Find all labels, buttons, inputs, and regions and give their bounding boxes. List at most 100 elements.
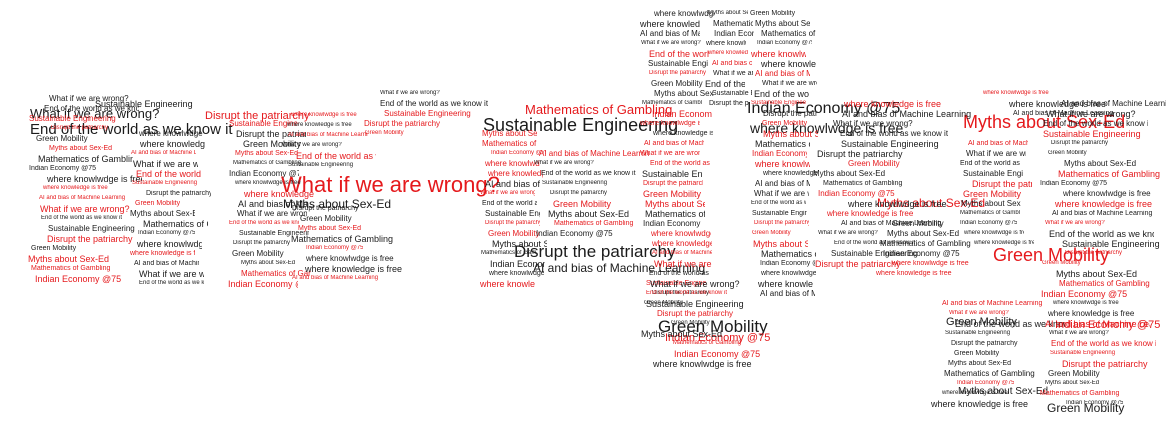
phrase-sustainable: Sustainable Engineering bbox=[712, 90, 752, 97]
phrase-sustainable: Sustainable Engineering bbox=[646, 280, 706, 287]
phrase-disrupt: Disrupt the patriarchy bbox=[1051, 140, 1109, 146]
phrase-what-if: What if we are wrong? bbox=[49, 95, 129, 103]
phrase-knowledge: where knowledge is free bbox=[1009, 100, 1107, 109]
phrase-ai-bias: AI and bias of Machine Learning bbox=[288, 132, 368, 138]
phrase-green: Green Mobility bbox=[651, 80, 703, 88]
phrase-disrupt: Disrupt the patriarchy bbox=[1065, 250, 1123, 256]
phrase-sustainable: Sustainable Engineering bbox=[752, 210, 807, 217]
phrase-math-gambling: Mathematics of Gambling bbox=[481, 250, 536, 256]
phrase-green: Green Mobility bbox=[232, 250, 284, 258]
phrase-indian-economy: Indian Economy @75 bbox=[757, 40, 812, 46]
phrase-indian-economy: Indian Economy @75 bbox=[957, 380, 1015, 386]
phrase-math-gambling: Mathematics of Gambling bbox=[233, 160, 302, 166]
phrase-indian-economy: Indian Economy @75 bbox=[643, 220, 703, 228]
phrase-ai-bias: AI and bias of Machine Learning bbox=[533, 261, 706, 275]
phrase-knowledge-typo: where knowlwdge is free bbox=[755, 160, 810, 169]
phrase-knowledge-typo: where knowlwdge is free bbox=[750, 120, 904, 136]
phrase-indian-economy: Indian Economy @75 bbox=[29, 165, 97, 172]
phrase-myths: Myths about Sex-Ed bbox=[492, 240, 547, 249]
phrase-knowledge: where knowledge is free bbox=[931, 400, 1029, 409]
phrase-indian-economy: Indian Economy @75 bbox=[536, 230, 613, 238]
phrase-what-if: What if we are wrong? bbox=[641, 40, 701, 46]
phrase-myths: Myths about Sex-Ed bbox=[1045, 380, 1100, 386]
phrase-math-gambling: Mathematics of Gambling bbox=[143, 220, 208, 229]
phrase-math-gambling: Mathematics of Gambling bbox=[1059, 280, 1150, 288]
phrase-green: Green Mobility bbox=[243, 140, 302, 149]
phrase-disrupt: Disrupt the patriarchy bbox=[550, 190, 608, 196]
phrase-math-gambling: Mathematics of Gambling bbox=[713, 20, 753, 28]
phrase-myths: Myths about Sex-Ed bbox=[961, 200, 1021, 208]
phrase-what-if: What if we are wrong? bbox=[1049, 330, 1109, 336]
phrase-knowledge: where knowledge is free bbox=[480, 280, 535, 289]
phrase-ai-bias: AI and bias of Machine Learning bbox=[1013, 110, 1114, 117]
phrase-green: Green Mobility bbox=[993, 245, 1110, 265]
phrase-indian-economy: Indian Economy @75 bbox=[35, 275, 122, 284]
phrase-green: Green Mobility bbox=[954, 350, 1000, 357]
phrase-myths: Myths about Sex-Ed bbox=[28, 255, 110, 264]
phrase-green: Green Mobility bbox=[1048, 150, 1087, 156]
phrase-math-gambling: Mathematics of Gambling bbox=[241, 270, 311, 278]
phrase-disrupt: Disrupt the patriarchy bbox=[754, 220, 809, 226]
phrase-myths: Myths about Sex-Ed bbox=[298, 225, 362, 232]
phrase-math-gambling: Mathematics of Gambling bbox=[960, 210, 1020, 216]
phrase-knowledge-typo: where knowlwdge is free bbox=[964, 230, 1024, 236]
phrase-end-world: End of the world as we know it bbox=[955, 320, 1065, 329]
phrase-indian-economy: Indian Economy @75 bbox=[674, 350, 761, 359]
phrase-sustainable: Sustainable Engineering bbox=[95, 99, 193, 109]
phrase-what-if: What if we are wrong? bbox=[833, 120, 913, 128]
phrase-knowledge-typo: where knowlwdge is free bbox=[651, 230, 711, 238]
phrase-knowledge-typo: where knowlwdge is free bbox=[848, 200, 947, 209]
phrase-end-world: End of the world as we know it bbox=[136, 170, 201, 179]
phrase-what-if: What if we are wrong? bbox=[754, 190, 809, 198]
phrase-end-world: End of the world as we know it bbox=[1051, 340, 1156, 348]
phrase-myths: Myths about Sex-Ed bbox=[813, 170, 886, 178]
phrase-math-gambling: Mathematics of Gambling bbox=[291, 235, 394, 244]
phrase-knowledge: where knowledge is free bbox=[844, 100, 942, 109]
phrase-indian-economy: Indian Economy @75 bbox=[306, 245, 364, 251]
phrase-disrupt: Disrupt the patriarchy bbox=[485, 220, 540, 226]
phrase-green: Green Mobility bbox=[36, 135, 88, 143]
phrase-what-if: What if we are wrong? bbox=[1045, 220, 1105, 226]
phrase-myths: Myths about Sex-Ed bbox=[241, 260, 296, 266]
phrase-what-if: What if we are wrong? bbox=[139, 270, 204, 279]
phrase-knowledge: where knowledge is free bbox=[827, 210, 914, 218]
phrase-ai-bias: AI and bias of Machine Learning bbox=[1052, 210, 1153, 217]
phrase-disrupt: Disrupt the patriarchy bbox=[709, 100, 749, 107]
phrase-knowledge-typo: where knowlwdge is free bbox=[1063, 190, 1151, 198]
phrase-knowledge-typo: where knowlwdge is free bbox=[653, 360, 752, 369]
phrase-ai-bias: AI and bias of Machine Learning bbox=[842, 110, 972, 119]
phrase-knowledge: where knowledge is free bbox=[244, 190, 314, 199]
phrase-disrupt: Disrupt the patriarchy bbox=[817, 150, 903, 159]
phrase-disrupt: Disrupt the patriarchy bbox=[205, 110, 310, 122]
phrase-knowledge-typo: where knowlwdge is free bbox=[640, 120, 700, 127]
phrase-ai-bias: AI and bias of Machine Learning bbox=[134, 260, 199, 267]
phrase-sustainable: Sustainable Engineering bbox=[485, 210, 540, 218]
phrase-knowledge-typo: where knowlwdge is free bbox=[137, 240, 202, 249]
phrase-myths: Myths about Sex-Ed bbox=[708, 10, 748, 16]
phrase-ai-bias: AI and bias of Machine Learning bbox=[238, 200, 308, 209]
phrase-math-gambling: Mathematics of Gambling bbox=[38, 155, 133, 164]
phrase-knowledge: where knowledge is free bbox=[640, 20, 700, 29]
phrase-knowledge: where knowledge is free bbox=[761, 60, 816, 69]
phrase-indian-economy: Indian Economy @75 bbox=[747, 100, 901, 117]
phrase-green: Green Mobility bbox=[671, 320, 710, 326]
phrase-ai-bias: AI and bias of Machine Learning bbox=[755, 180, 810, 188]
phrase-green: Green Mobility bbox=[643, 190, 702, 199]
phrase-indian-economy: Indian Economy @75 bbox=[490, 260, 545, 269]
phrase-green: Green Mobility bbox=[946, 316, 1017, 328]
phrase-knowledge-typo: where knowlwdge is free bbox=[751, 50, 806, 59]
phrase-indian-economy: Indian Economy @75 bbox=[665, 332, 771, 344]
phrase-math-gambling: Mathematics of Gambling bbox=[944, 370, 1035, 378]
phrase-end-world: End of the world as we know it bbox=[960, 160, 1020, 167]
phrase-myths: Myths about Sex-Ed bbox=[283, 197, 392, 211]
phrase-green: Green Mobility bbox=[1042, 260, 1081, 266]
phrase-green: Green Mobility bbox=[762, 120, 808, 127]
phrase-green: Green Mobility bbox=[848, 160, 900, 168]
phrase-end-world: End of the world as we know it bbox=[1049, 230, 1154, 239]
phrase-green: Green Mobility bbox=[1047, 401, 1125, 415]
phrase-indian-economy: Indian Economy @75 bbox=[228, 280, 298, 289]
phrase-myths: Myths about Sex-Ed bbox=[654, 90, 714, 98]
phrase-end-world: End of the world as we know it bbox=[30, 121, 233, 138]
phrase-math-gambling: Mathematics of Gambling bbox=[823, 180, 903, 187]
phrase-disrupt: Disrupt the patriarchy bbox=[815, 260, 901, 269]
